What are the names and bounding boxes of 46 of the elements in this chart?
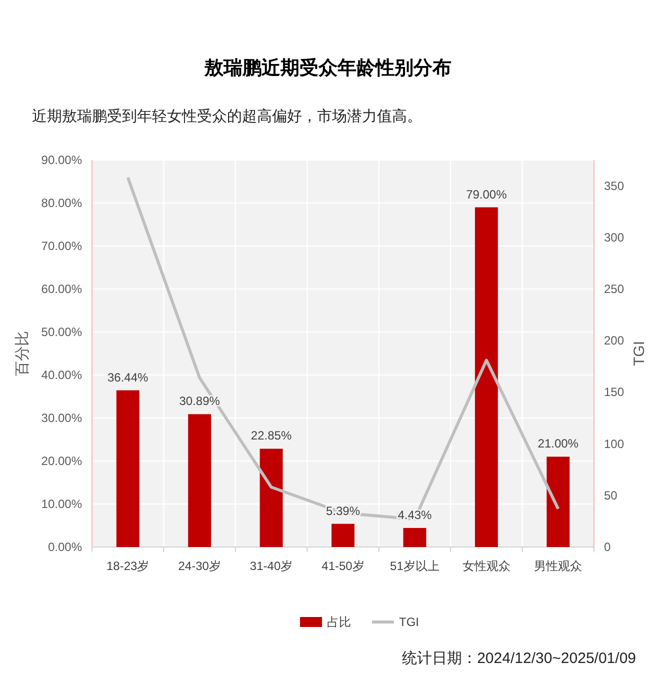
y2-axis-title: TGI xyxy=(631,341,648,366)
bar xyxy=(474,207,498,547)
x-tick-label: 男性观众 xyxy=(534,559,582,573)
y2-tick-label: 250 xyxy=(604,282,624,296)
text: 统计日期：2024/12/30~2025/01/09 xyxy=(402,650,636,667)
y-tick-label: 70.00% xyxy=(41,239,82,253)
y-axis-title: 百分比 xyxy=(14,331,31,376)
x-tick-label: 24-30岁 xyxy=(178,559,221,573)
data-label: 5.39% xyxy=(326,504,360,518)
y-tick-label: 90.00% xyxy=(41,153,82,167)
y-tick-label: 0.00% xyxy=(48,540,82,554)
bar xyxy=(403,528,426,547)
y2-tick-label: 50 xyxy=(604,488,618,502)
x-tick-label: 41-50岁 xyxy=(322,559,364,573)
data-label: 79.00% xyxy=(466,187,508,202)
y2-tick-label: 300 xyxy=(604,230,624,244)
data-label: 4.43% xyxy=(398,508,432,522)
x-tick-label: 51岁以上 xyxy=(390,559,440,573)
y-tick-label: 10.00% xyxy=(41,497,82,511)
legend-label: 占比 xyxy=(327,615,351,629)
y-tick-label: 30.00% xyxy=(41,411,82,425)
y2-tick-label: 100 xyxy=(604,436,624,451)
x-tick-label: 31-40岁 xyxy=(250,559,293,573)
data-label: 36.44% xyxy=(108,370,149,384)
data-label: 30.89% xyxy=(179,394,220,408)
y2-tick-label: 350 xyxy=(604,178,624,193)
y-tick-label: 40.00% xyxy=(41,368,82,382)
y-tick-label: 50.00% xyxy=(41,325,82,339)
y-tick-label: 60.00% xyxy=(41,282,82,296)
y2-tick-label: 0 xyxy=(604,540,611,554)
y-tick-label: 20.00% xyxy=(41,454,82,468)
y-tick-label: 80.00% xyxy=(41,196,82,210)
y2-tick-label: 150 xyxy=(604,385,624,400)
bar xyxy=(332,524,354,547)
x-tick-label: 女性观众 xyxy=(462,559,510,573)
x-tick-label: 18-23岁 xyxy=(106,559,150,573)
bar xyxy=(116,390,140,547)
chart-subtitle: 近期敖瑞鹏受到年轻女性受众的超高偏好，市场潜力值高。 xyxy=(32,108,422,125)
legend-label: TGI xyxy=(399,615,419,629)
bar xyxy=(260,448,283,547)
y2-tick-label: 200 xyxy=(604,334,624,348)
data-label: 21.00% xyxy=(538,436,579,451)
bar xyxy=(546,456,570,547)
bar xyxy=(188,414,212,547)
data-label: 22.85% xyxy=(250,428,292,443)
chart-title: 敖瑞鹏近期受众年龄性别分布 xyxy=(204,57,452,79)
